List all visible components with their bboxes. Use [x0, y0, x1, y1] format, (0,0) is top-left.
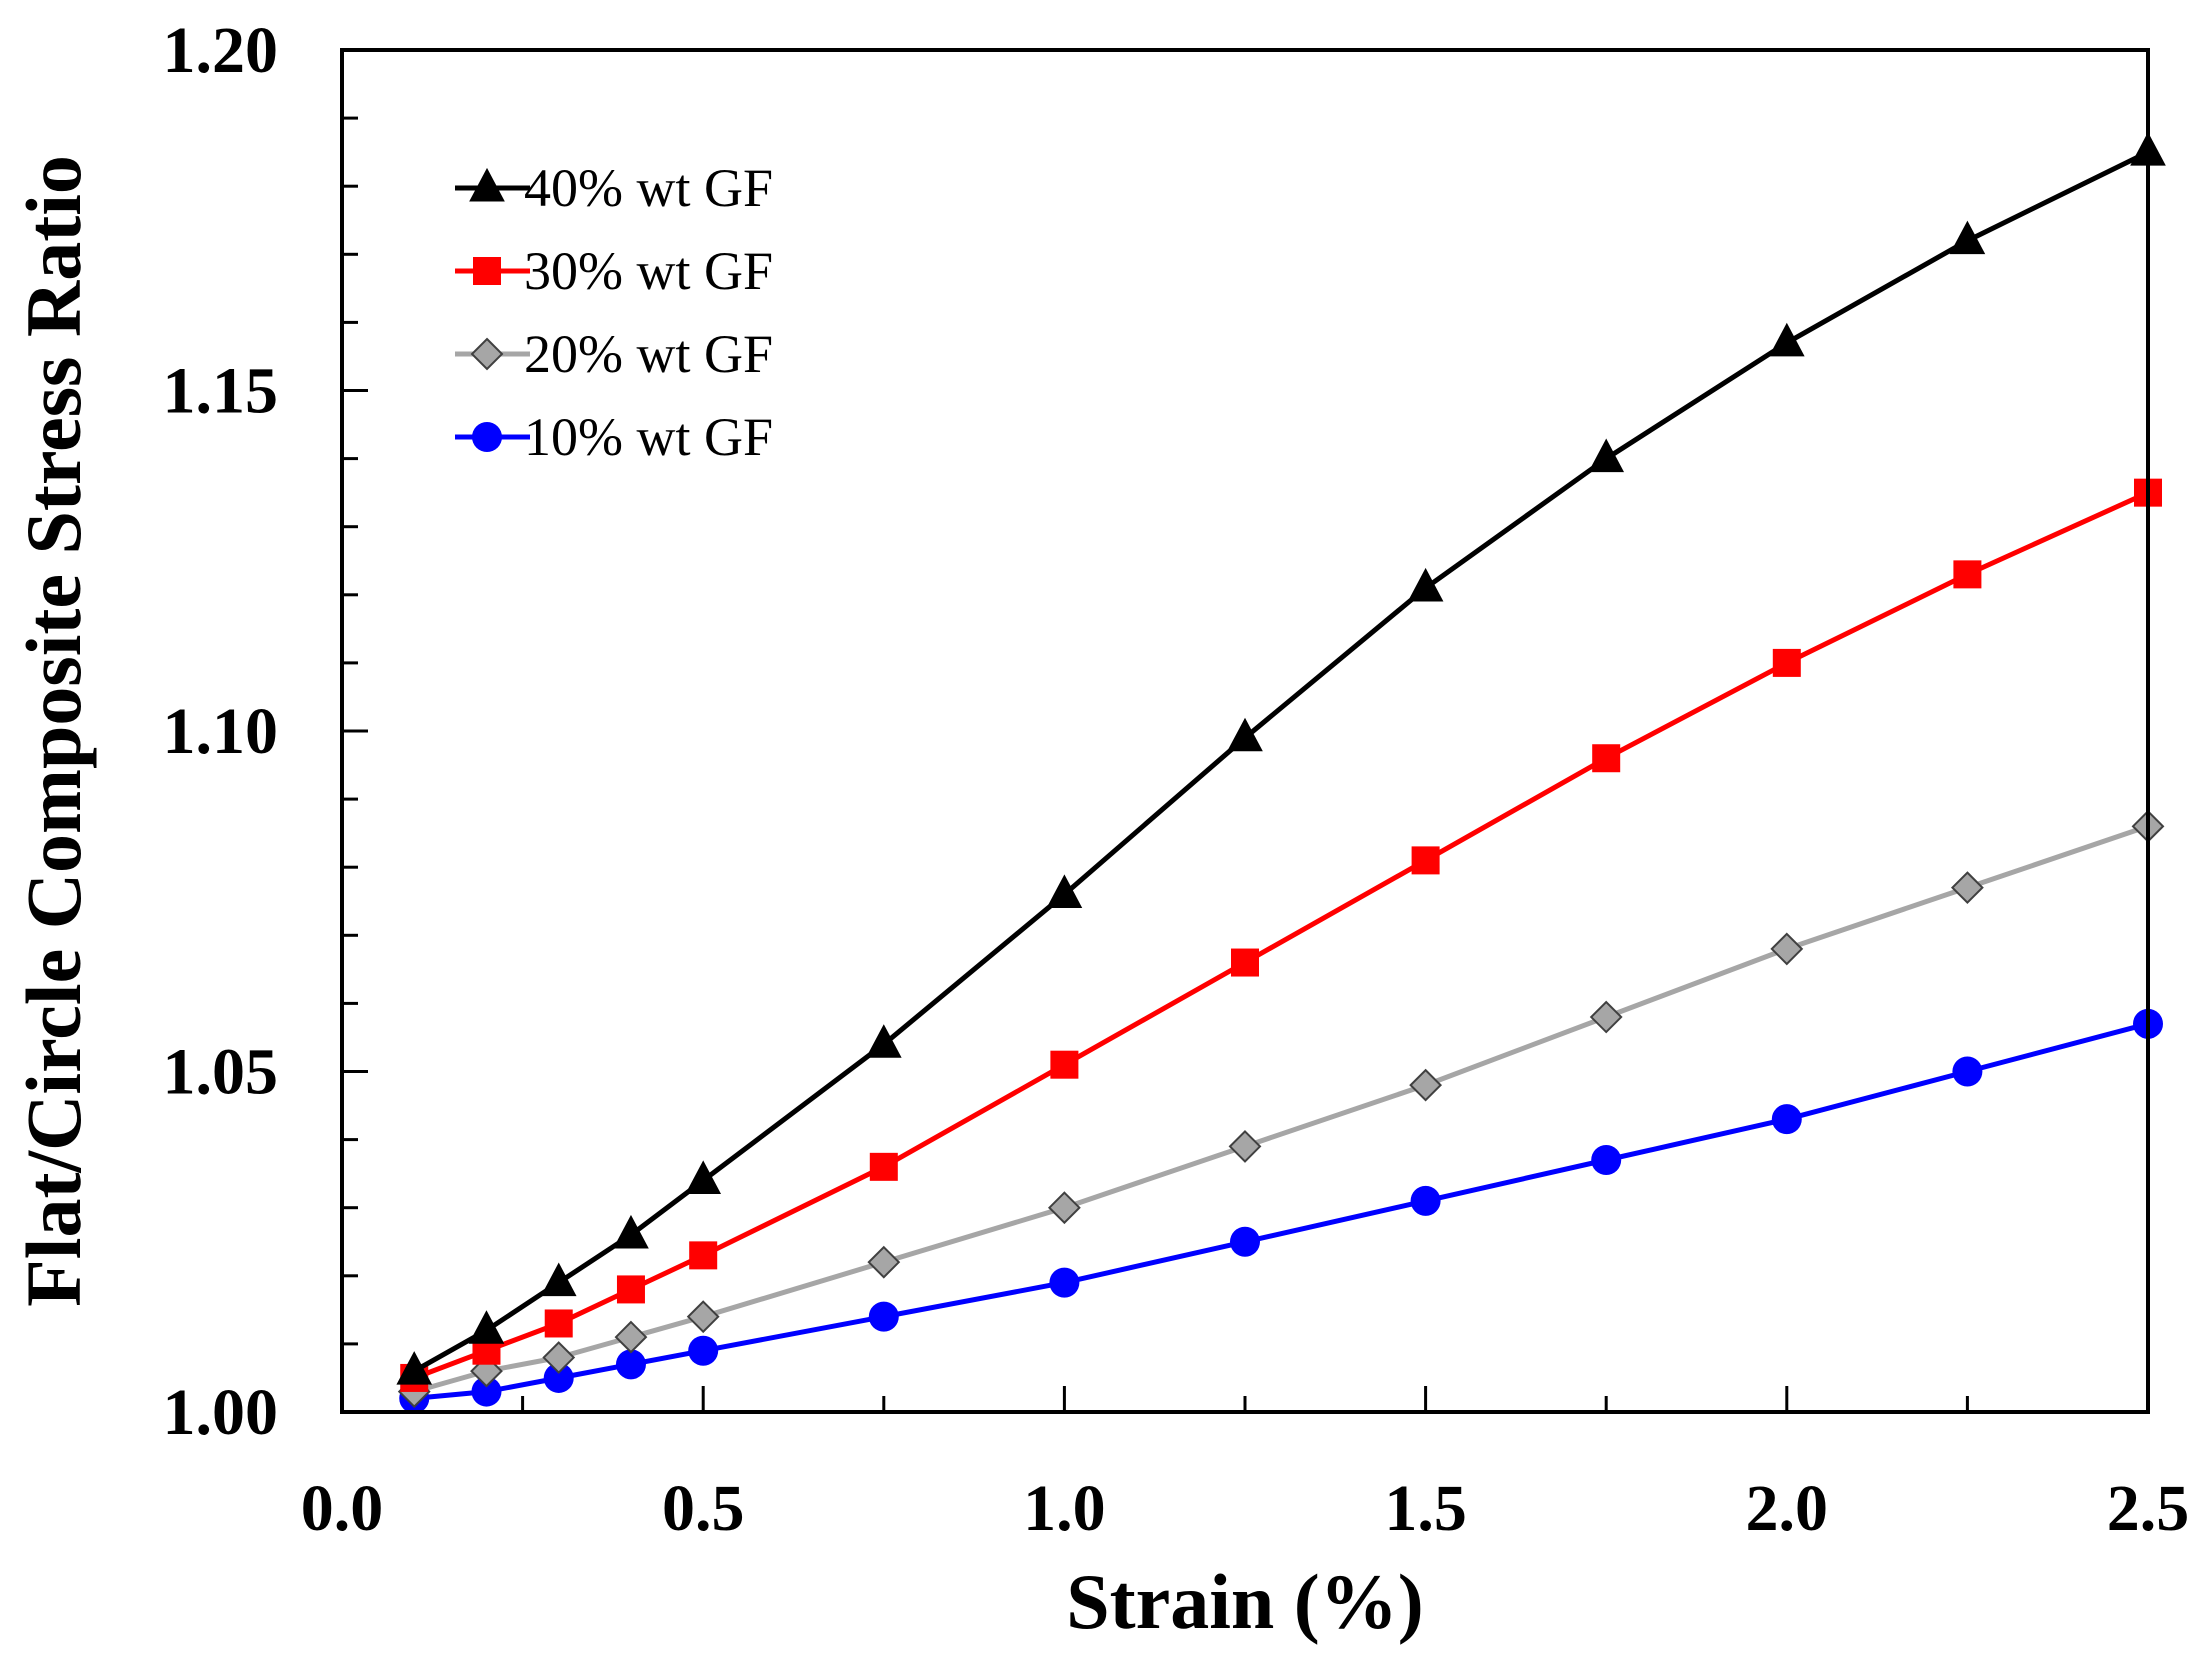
legend-marker: [470, 337, 504, 371]
plot-frame: [340, 48, 2150, 1414]
legend-label: 40% wt GF: [524, 158, 773, 218]
data-point: [1231, 948, 1259, 977]
y-tick-label: 1.05: [163, 1036, 279, 1109]
series-10-pct: [399, 1008, 2163, 1414]
data-point: [1050, 1050, 1079, 1079]
data-point: [1407, 567, 1444, 602]
data-point: [1953, 560, 1982, 589]
data-point: [685, 1160, 722, 1194]
data-point: [616, 1275, 645, 1304]
data-point: [614, 1320, 648, 1354]
data-point: [1589, 1000, 1623, 1034]
data-point: [1228, 1129, 1262, 1163]
data-point: [1227, 717, 1263, 752]
legend-label: 10% wt GF: [524, 407, 773, 467]
data-point: [1592, 744, 1621, 773]
data-point: [613, 1214, 649, 1249]
series-group: [396, 132, 2166, 1414]
data-point: [868, 1301, 899, 1332]
legend-item: 10% wt GF: [455, 407, 773, 467]
legend-item: 30% wt GF: [455, 241, 773, 301]
data-point: [1409, 1068, 1443, 1102]
x-tick-label: 1.0: [1023, 1472, 1106, 1545]
data-point: [1588, 438, 1625, 473]
data-point: [1949, 220, 1986, 255]
data-point: [1410, 1185, 1441, 1216]
data-point: [1049, 1267, 1080, 1298]
data-point: [1772, 648, 1801, 677]
y-tick-label: 1.20: [163, 14, 279, 87]
series-40-pct: [396, 132, 2166, 1385]
legend-item: 20% wt GF: [455, 324, 773, 384]
data-point: [1768, 322, 1805, 357]
data-point: [1771, 1104, 1802, 1135]
data-point: [686, 1300, 720, 1334]
x-axis-title: Strain (%): [1066, 1558, 1423, 1645]
x-tick-label: 0.5: [662, 1472, 745, 1545]
x-tick-label: 2.5: [2107, 1472, 2190, 1545]
data-point: [869, 1152, 898, 1181]
data-point: [1047, 1191, 1081, 1225]
data-point: [1591, 1145, 1622, 1176]
y-tick-label: 1.00: [163, 1376, 279, 1449]
legend: 40% wt GF 30% wt GF 20% wt GF 10% wt GF: [455, 158, 773, 467]
legend-label: 30% wt GF: [524, 241, 773, 301]
data-point: [689, 1241, 718, 1270]
data-point: [468, 1310, 505, 1344]
data-point: [1230, 1226, 1260, 1257]
data-point: [542, 1341, 576, 1374]
y-axis-title: Flat/Circle Composite Stress Ratio: [10, 155, 97, 1307]
data-point: [688, 1335, 719, 1366]
x-tick-label: 2.0: [1746, 1472, 1829, 1545]
data-point: [1952, 1056, 1983, 1087]
data-point: [867, 1245, 901, 1279]
data-point: [615, 1349, 646, 1380]
data-point: [540, 1262, 577, 1297]
x-tick-label: 0.0: [301, 1472, 384, 1545]
data-point: [471, 1376, 502, 1407]
x-tick-label: 1.5: [1384, 1472, 1467, 1545]
data-point: [396, 1351, 433, 1385]
tick-labels: 0.0 0.5 1.0 1.5 2.0 2.5 1.00 1.05 1.10 1.15 1.20: [163, 14, 2190, 1545]
data-point: [544, 1309, 573, 1338]
y-tick-label: 1.15: [163, 355, 279, 428]
data-point: [1770, 932, 1804, 966]
data-point: [543, 1362, 574, 1393]
legend-label: 20% wt GF: [524, 324, 773, 384]
series-30-pct: [400, 478, 2162, 1392]
legend-marker: [473, 257, 501, 285]
y-tick-label: 1.10: [163, 695, 279, 768]
data-point: [1046, 874, 1083, 908]
data-point: [1411, 846, 1440, 875]
data-point: [865, 1024, 902, 1058]
legend-marker: [472, 422, 502, 452]
legend-marker: [469, 167, 505, 202]
legend-item: 40% wt GF: [455, 158, 773, 218]
data-point: [1950, 871, 1984, 905]
